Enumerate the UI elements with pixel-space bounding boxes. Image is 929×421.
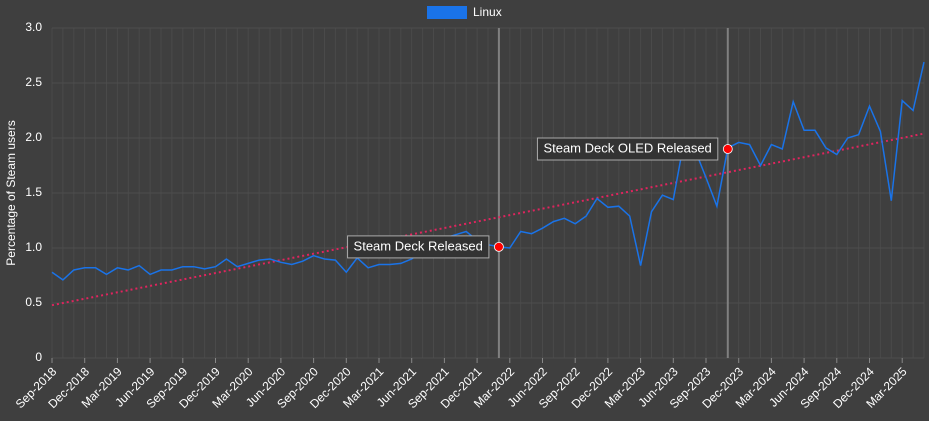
annotation-label: Steam Deck Released bbox=[354, 238, 483, 253]
annotation-dot bbox=[493, 241, 504, 252]
y-tick-label: 0.5 bbox=[25, 295, 42, 309]
y-tick-label: 2.0 bbox=[25, 130, 42, 144]
y-tick-label: 1.0 bbox=[25, 240, 42, 254]
legend-swatch bbox=[427, 6, 467, 19]
legend-label: Linux bbox=[473, 5, 502, 19]
annotation-box bbox=[536, 137, 719, 161]
y-tick-label: 3.0 bbox=[25, 20, 42, 34]
annotation-dot bbox=[722, 144, 733, 154]
y-tick-label: 2.5 bbox=[25, 75, 42, 89]
y-tick-label: 0 bbox=[35, 350, 42, 364]
annotation-box bbox=[347, 235, 490, 259]
y-axis-label: Percentage of Steam users bbox=[4, 120, 18, 265]
trend-line bbox=[51, 132, 925, 307]
annotation-label: Steam Deck OLED Released bbox=[543, 140, 711, 155]
y-tick-label: 1.5 bbox=[25, 185, 42, 199]
